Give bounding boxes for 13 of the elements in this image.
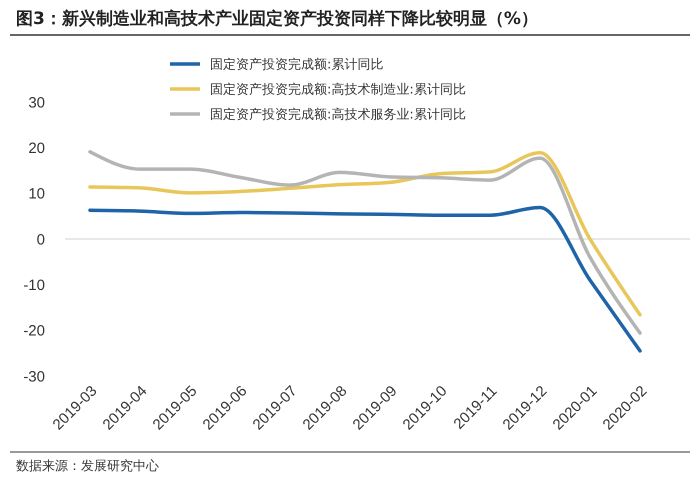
y-tick-label: -20: [23, 322, 45, 340]
legend-label: 固定资产投资完成额:高技术制造业:累计同比: [210, 82, 466, 98]
y-tick-label: 30: [28, 94, 45, 112]
y-tick-label: 0: [36, 231, 45, 248]
line-series: [88, 206, 642, 353]
y-tick-label: 10: [28, 186, 45, 203]
legend-label: 固定资产投资完成额:高技术服务业:累计同比: [210, 106, 466, 123]
legend-label: 固定资产投资完成额:累计同比: [210, 56, 384, 73]
y-tick-label: 20: [28, 140, 45, 157]
y-tick-label: -10: [23, 276, 45, 294]
source-note: 数据来源：发展研究中心: [16, 458, 159, 474]
y-tick-label: -30: [23, 368, 45, 386]
chart-title: 图3：新兴制造业和高技术产业固定资产投资同样下降比较明显（%）: [16, 9, 538, 29]
